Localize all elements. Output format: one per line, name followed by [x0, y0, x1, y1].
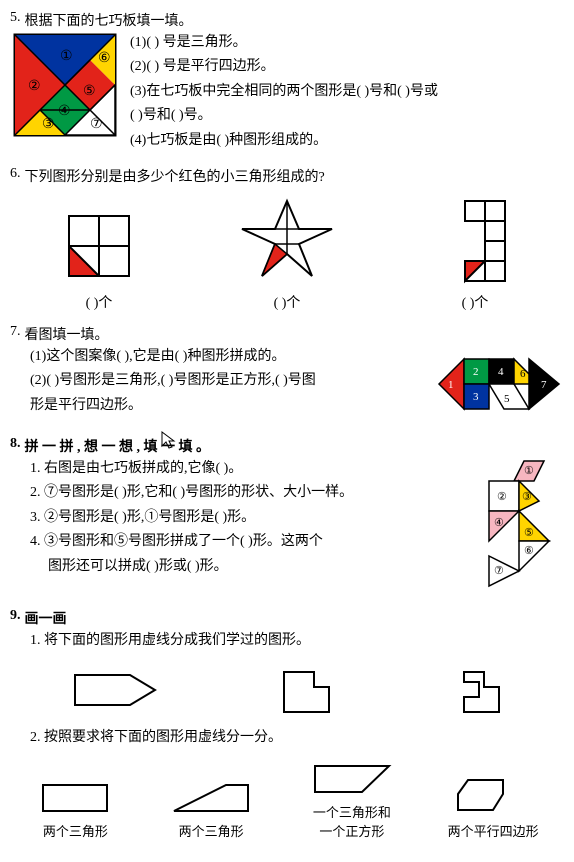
problem-6: 6. 下列图形分别是由多少个红色的小三角形组成的? ( )个 ( )个 [10, 166, 564, 312]
p6-title: 下列图形分别是由多少个红色的小三角形组成的? [25, 166, 325, 186]
p9-shape2 [274, 662, 344, 717]
svg-text:⑥: ⑥ [524, 545, 534, 557]
p6-cap1: ( )个 [59, 292, 139, 312]
svg-text:6: 6 [520, 368, 526, 380]
svg-text:4: 4 [498, 366, 504, 378]
p6-fig3: ( )个 [435, 196, 515, 312]
p9-q2: 2. 按照要求将下面的图形用虚线分一分。 [10, 727, 564, 749]
p9-shape3 [454, 662, 509, 717]
p8-q3: 3. ②号图形是( )形,①号图形是( )形。 [30, 507, 458, 529]
p6-cap3: ( )个 [435, 292, 515, 312]
svg-text:①: ① [524, 465, 534, 477]
rabbit-fig: ① ② ③ ④ ⑤ ⑥ ⑦ [464, 456, 564, 596]
p9-f3: 一个三角形和 一个正方形 [307, 758, 397, 840]
svg-text:2: 2 [473, 366, 479, 378]
p5-num: 5. [10, 10, 21, 26]
p5-q4: (4)七巧板是由( )种图形组成的。 [130, 130, 564, 152]
fish-fig: 1 2 3 4 5 6 7 [434, 344, 564, 424]
svg-text:②: ② [497, 491, 507, 503]
p8-q4a: 4. ③号图形和⑤号图形拼成了一个( )形。这两个 [30, 531, 458, 553]
p8-title: 拼 一 拼 , 想 一 想 , 填 一 填 。 [25, 436, 211, 456]
p9-f4: 两个平行四边形 [448, 772, 539, 840]
problem-7: 7. 看图填一填。 1 2 3 4 5 6 7 (1)这个图案像( ),它是由(… [10, 324, 564, 424]
svg-text:④: ④ [58, 104, 71, 119]
p5-q2: (2)( ) 号是平行四边形。 [130, 56, 564, 78]
tangram-fig: ① ② ③ ④ ⑤ ⑥ ⑦ [10, 30, 120, 140]
p6-fig2: ( )个 [237, 196, 337, 312]
svg-text:⑤: ⑤ [524, 527, 534, 539]
svg-text:⑦: ⑦ [494, 565, 504, 577]
p6-fig1: ( )个 [59, 206, 139, 312]
p9-num: 9. [10, 608, 21, 624]
svg-text:⑥: ⑥ [98, 51, 111, 66]
p9-title: 画一画 [25, 608, 67, 628]
svg-text:3: 3 [473, 391, 479, 403]
p9-cap2: 两个三角形 [166, 821, 256, 840]
svg-text:1: 1 [448, 379, 454, 391]
svg-text:③: ③ [522, 491, 532, 503]
p9-cap1: 两个三角形 [35, 821, 115, 840]
problem-8: 8. 拼 一 拼 , 想 一 想 , 填 一 填 。 1. 右图是由七巧板拼成的… [10, 436, 564, 596]
p7-title: 看图填一填。 [25, 324, 109, 344]
p8-num: 8. [10, 436, 21, 452]
p6-cap2: ( )个 [237, 292, 337, 312]
problem-5: 5. 根据下面的七巧板填一填。 ① ② ③ ④ ⑤ ⑥ ⑦ [10, 10, 564, 154]
p9-f1: 两个三角形 [35, 777, 115, 840]
p5-q1: (1)( ) 号是三角形。 [130, 32, 564, 54]
svg-text:④: ④ [494, 517, 504, 529]
p9-f2: 两个三角形 [166, 777, 256, 840]
svg-text:7: 7 [541, 379, 547, 391]
svg-text:⑦: ⑦ [90, 117, 103, 132]
svg-text:5: 5 [504, 393, 510, 405]
svg-text:③: ③ [42, 117, 55, 132]
p9-cap3: 一个三角形和 一个正方形 [307, 802, 397, 840]
p6-num: 6. [10, 166, 21, 182]
svg-text:②: ② [28, 79, 41, 94]
p9-q1: 1. 将下面的图形用虚线分成我们学过的图形。 [10, 630, 564, 652]
p8-q1: 1. 右图是由七巧板拼成的,它像( )。 [30, 458, 458, 480]
p8-q4b: 图形还可以拼成( )形或( )形。 [30, 556, 458, 578]
p7-num: 7. [10, 324, 21, 340]
p9-shape1 [65, 665, 165, 715]
p9-cap4: 两个平行四边形 [448, 821, 539, 840]
p8-q2: 2. ⑦号图形是( )形,它和( )号图形的形状、大小一样。 [30, 482, 458, 504]
svg-text:①: ① [60, 49, 73, 64]
svg-text:⑤: ⑤ [83, 84, 96, 99]
p5-title: 根据下面的七巧板填一填。 [25, 10, 193, 30]
p5-q3b: ( )号和( )号。 [130, 105, 564, 127]
p5-q3a: (3)在七巧板中完全相同的两个图形是( )号和( )号或 [130, 81, 564, 103]
